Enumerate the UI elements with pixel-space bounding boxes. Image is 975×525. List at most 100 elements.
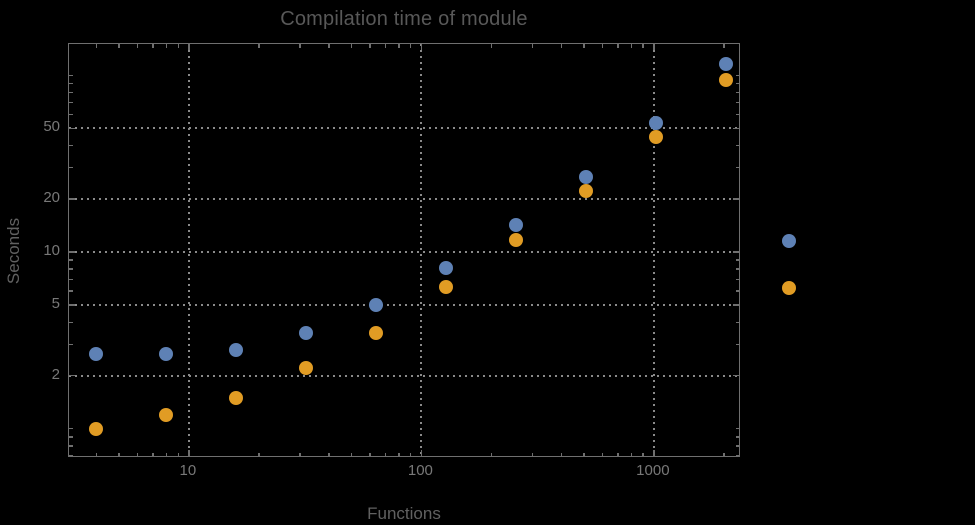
x-tick-top-1000 xyxy=(653,44,655,50)
y-tick-right-80 xyxy=(735,91,739,94)
y-tick-40 xyxy=(69,144,73,147)
y-tick-right-5 xyxy=(733,304,739,306)
y-tick-right-70 xyxy=(735,101,739,104)
x-tick-300 xyxy=(531,452,534,456)
x-tick-label-10: 10 xyxy=(179,462,197,479)
x-tick-label-1000: 1000 xyxy=(636,462,670,479)
plot-area xyxy=(68,43,740,457)
x-tick-top-60 xyxy=(369,44,371,48)
x-tick-200 xyxy=(490,452,493,456)
y-tick-right-30 xyxy=(735,166,739,169)
series-2-orange-point xyxy=(579,184,594,199)
x-tick-5 xyxy=(118,452,120,456)
x-tick-2000 xyxy=(723,452,725,456)
x-tick-50 xyxy=(350,452,353,456)
series-2-orange-point xyxy=(89,421,104,436)
y-tick-right-40 xyxy=(735,144,739,147)
x-tick-60 xyxy=(369,452,371,456)
y-tick-right-3 xyxy=(735,343,739,346)
y-tick-label-10: 10 xyxy=(43,242,60,260)
x-tick-top-20 xyxy=(258,44,260,48)
y-tick-right-10 xyxy=(733,251,739,253)
series-1-blue-point xyxy=(649,115,664,130)
x-tick-top-9 xyxy=(177,44,179,48)
x-tick-top-90 xyxy=(409,44,412,48)
x-tick-top-70 xyxy=(384,44,387,48)
y-tick-right-6 xyxy=(735,290,739,292)
y-tick-6 xyxy=(69,290,73,292)
y-tick-right-1 xyxy=(735,427,739,430)
x-tick-4 xyxy=(95,452,98,456)
x-tick-top-4 xyxy=(95,44,98,48)
y-tick-9 xyxy=(69,259,73,261)
x-tick-6 xyxy=(136,452,139,456)
x-tick-90 xyxy=(409,452,412,456)
x-tick-top-6 xyxy=(136,44,139,48)
x-tick-8 xyxy=(165,452,168,456)
y-tick-right-0.7000000000000001 xyxy=(735,455,739,457)
x-tick-top-300 xyxy=(531,44,534,48)
series-1-blue-point xyxy=(579,170,594,185)
x-tick-7 xyxy=(152,452,154,456)
x-tick-40 xyxy=(328,452,330,456)
gridline-y-10 xyxy=(69,251,739,253)
series-2-orange-point xyxy=(229,390,244,405)
x-tick-top-30 xyxy=(299,44,301,48)
series-1-blue-point xyxy=(439,261,454,276)
gridline-x-100 xyxy=(420,44,423,456)
x-tick-1000 xyxy=(653,450,655,456)
series-1-blue-point xyxy=(89,346,104,361)
gridline-x-1000 xyxy=(652,44,655,456)
x-tick-top-100 xyxy=(420,44,423,50)
series-1-blue-point xyxy=(229,342,244,357)
y-tick-right-0.8 xyxy=(735,445,739,447)
y-tick-70 xyxy=(69,101,73,104)
x-tick-70 xyxy=(384,452,387,456)
x-tick-top-700 xyxy=(617,44,619,48)
x-tick-top-7 xyxy=(152,44,154,48)
x-tick-100 xyxy=(420,450,423,456)
x-tick-900 xyxy=(642,452,644,456)
legend-marker-series-2 xyxy=(782,281,796,295)
y-tick-4 xyxy=(69,321,73,324)
chart-title: Compilation time of module xyxy=(280,8,528,30)
gridline-y-2 xyxy=(69,374,739,377)
series-1-blue-point xyxy=(299,325,314,340)
y-tick-8 xyxy=(69,268,73,270)
y-tick-1 xyxy=(69,427,73,430)
x-tick-10 xyxy=(188,450,190,456)
series-2-orange-point xyxy=(159,407,174,422)
series-1-blue-point xyxy=(509,218,524,233)
x-tick-top-200 xyxy=(490,44,493,48)
y-tick-0.8 xyxy=(69,445,73,447)
series-1-blue-point xyxy=(719,56,734,71)
y-tick-right-4 xyxy=(735,321,739,324)
series-2-orange-point xyxy=(439,280,454,295)
x-tick-80 xyxy=(398,452,400,456)
x-tick-800 xyxy=(630,452,633,456)
y-tick-label-5: 5 xyxy=(51,295,60,313)
x-tick-top-900 xyxy=(642,44,644,48)
y-tick-right-9 xyxy=(735,259,739,261)
x-tick-top-50 xyxy=(350,44,353,48)
series-2-orange-point xyxy=(719,73,734,88)
y-tick-0.9 xyxy=(69,436,73,438)
x-tick-top-800 xyxy=(630,44,633,48)
x-tick-600 xyxy=(601,452,604,456)
y-tick-right-0.9 xyxy=(735,436,739,438)
y-tick-50 xyxy=(69,127,75,130)
gridline-y-5 xyxy=(69,304,739,307)
x-tick-top-600 xyxy=(601,44,604,48)
y-tick-7 xyxy=(69,278,73,281)
y-tick-right-8 xyxy=(735,268,739,270)
x-tick-top-10 xyxy=(188,44,190,50)
y-tick-20 xyxy=(69,198,75,200)
legend-marker-series-1 xyxy=(782,234,796,248)
y-tick-100 xyxy=(69,74,73,77)
y-tick-90 xyxy=(69,82,73,85)
x-tick-top-8 xyxy=(165,44,168,48)
x-tick-500 xyxy=(583,452,585,456)
y-tick-right-60 xyxy=(735,113,739,116)
y-tick-right-50 xyxy=(733,127,739,130)
y-tick-label-50: 50 xyxy=(43,118,60,136)
